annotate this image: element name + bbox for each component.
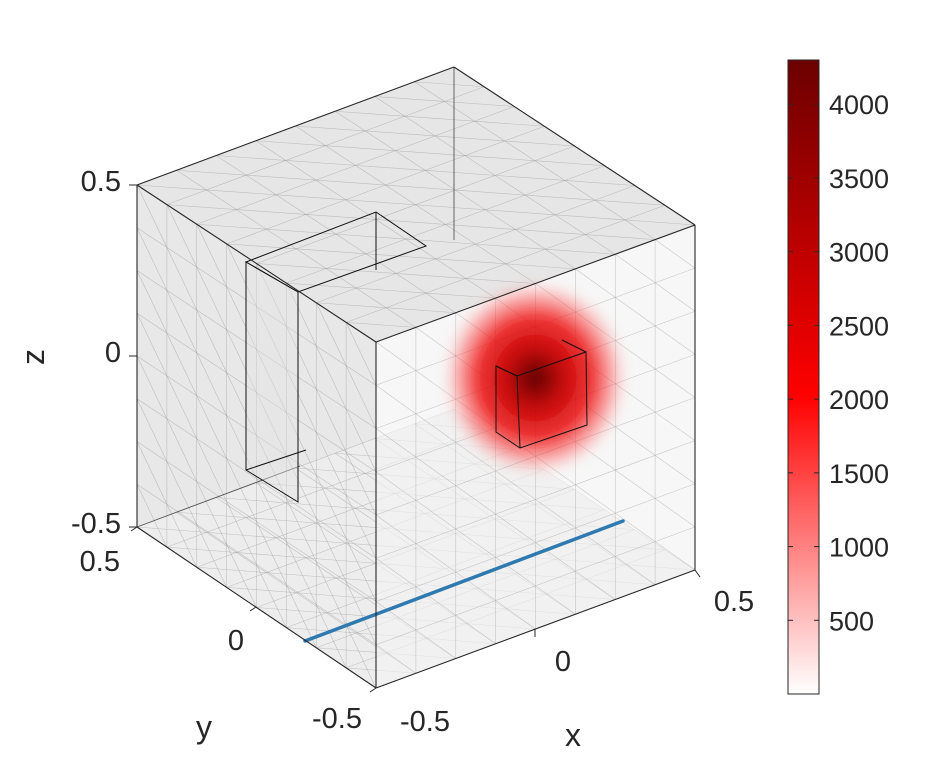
colorbar-ticks: 500 1000 1500 2000 2500 3000 3500 4000: [788, 90, 889, 636]
colorbar-tick-label: 1500: [829, 459, 889, 489]
z-axis-label: z: [15, 349, 51, 365]
z-tick-label: -0.5: [71, 508, 121, 540]
source-box: [495, 339, 588, 449]
y-tick-label: 0.5: [80, 546, 120, 578]
cube-edges: [136, 66, 696, 689]
colorbar-tick-label: 3000: [829, 238, 889, 268]
colorbar-tick-label: 3500: [829, 164, 889, 194]
colorbar-tick-label: 1000: [829, 533, 889, 563]
x-tick-label: 0: [555, 646, 571, 678]
x-tick-labels: -0.5 0 0.5: [400, 586, 754, 738]
y-tick-labels: 0.5 0 -0.5: [80, 546, 362, 735]
source-blob: [440, 278, 630, 478]
x-axis-label: x: [565, 717, 581, 753]
x-tick-label: -0.5: [400, 706, 450, 738]
cube-inner-edges: [136, 67, 455, 528]
colorbar-gradient: [787, 59, 820, 695]
y-tick-label: 0: [228, 625, 244, 657]
colorbar-tick-label: 4000: [829, 90, 889, 120]
axis-ticks: [129, 184, 701, 693]
z-tick-label: 0.5: [81, 166, 121, 198]
path-line: [303, 519, 625, 643]
y-tick-label: -0.5: [312, 703, 362, 735]
y-axis-label: y: [196, 709, 212, 745]
x-tick-label: 0.5: [714, 586, 754, 618]
concentration-blob: [440, 278, 630, 478]
colorbar-tick-label: 2000: [829, 385, 889, 415]
colorbar: 500 1000 1500 2000 2500 3000 3500 4000: [787, 59, 889, 695]
obstacle-side: [245, 261, 299, 503]
colorbar-tick-label: 2500: [829, 311, 889, 341]
obstacle-shapes: [244, 211, 428, 503]
z-tick-labels: 0.5 0 -0.5: [71, 166, 121, 540]
colorbar-tick-label: 500: [829, 606, 874, 636]
z-tick-label: 0: [105, 337, 121, 369]
